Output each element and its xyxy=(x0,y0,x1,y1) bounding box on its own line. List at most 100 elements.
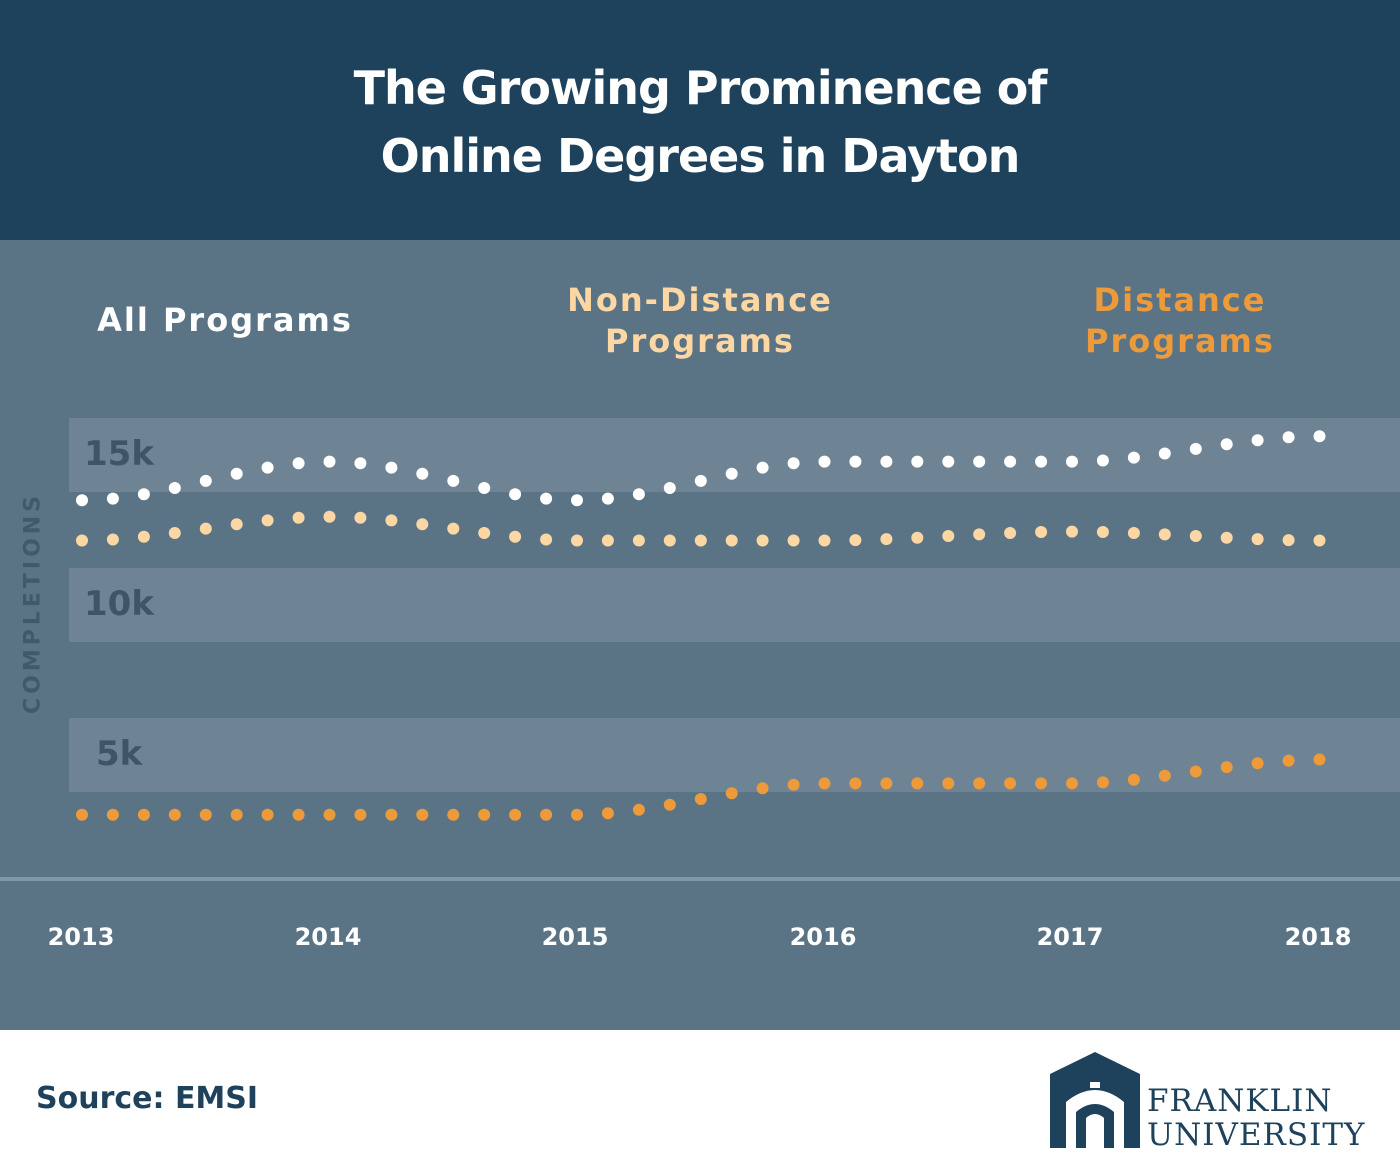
dot-distance-16 xyxy=(571,808,583,821)
dot-distance-37 xyxy=(1220,761,1233,774)
dot-non-distance-25 xyxy=(849,534,862,547)
dot-non-distance-39 xyxy=(1282,534,1295,547)
header-banner: The Growing Prominence of Online Degrees… xyxy=(0,0,1400,240)
dot-non-distance-37 xyxy=(1220,531,1233,544)
dot-distance-33 xyxy=(1096,776,1109,789)
dot-distance-39 xyxy=(1282,754,1295,767)
legend-all-programs: All Programs xyxy=(70,300,380,341)
dot-non-distance-33 xyxy=(1096,526,1109,538)
legend-non-distance: Non-Distance Programs xyxy=(540,280,860,362)
dot-non-distance-14 xyxy=(509,530,522,543)
dot-non-distance-8 xyxy=(323,510,336,523)
dot-all-programs-23 xyxy=(787,457,800,470)
dot-distance-15 xyxy=(540,808,553,821)
logo-text-line-1: FRANKLIN xyxy=(1147,1083,1333,1119)
y-tick-label-15k: 15k xyxy=(84,434,154,474)
dot-all-programs-18 xyxy=(632,488,645,501)
dot-distance-32 xyxy=(1066,777,1078,790)
dot-non-distance-29 xyxy=(973,528,986,541)
dot-all-programs-25 xyxy=(849,455,862,468)
dot-all-programs-0 xyxy=(76,494,88,507)
dot-all-programs-2 xyxy=(137,488,150,501)
dot-all-programs-31 xyxy=(1035,455,1048,468)
x-tick-label-2013: 2013 xyxy=(47,923,115,951)
dot-distance-0 xyxy=(76,808,88,821)
dot-all-programs-28 xyxy=(942,455,955,468)
footer xyxy=(0,1030,1400,1169)
dot-distance-28 xyxy=(942,777,955,790)
dot-non-distance-20 xyxy=(694,534,707,547)
dot-distance-10 xyxy=(385,808,398,821)
dot-non-distance-36 xyxy=(1189,530,1202,542)
x-tick-label-2018: 2018 xyxy=(1284,923,1352,951)
dot-non-distance-27 xyxy=(911,531,924,544)
dot-non-distance-16 xyxy=(571,534,583,547)
franklin-university-wordmark: FRANKLIN UNIVERSITY xyxy=(1147,1084,1365,1152)
dot-distance-7 xyxy=(292,808,305,821)
dot-non-distance-31 xyxy=(1035,526,1048,538)
dot-all-programs-40 xyxy=(1313,430,1326,443)
dot-non-distance-11 xyxy=(416,518,429,531)
dot-non-distance-40 xyxy=(1313,534,1326,547)
dot-all-programs-5 xyxy=(230,467,243,480)
title-line-1: The Growing Prominence of xyxy=(353,61,1048,115)
dot-non-distance-21 xyxy=(725,534,738,547)
dot-non-distance-32 xyxy=(1066,525,1078,538)
dot-non-distance-23 xyxy=(787,534,800,547)
dot-all-programs-3 xyxy=(168,482,181,494)
dot-all-programs-1 xyxy=(106,492,119,505)
dot-non-distance-0 xyxy=(76,534,88,547)
dot-all-programs-6 xyxy=(261,461,274,474)
grid-band-10k xyxy=(69,568,1400,642)
dot-non-distance-18 xyxy=(632,534,645,547)
dot-distance-3 xyxy=(168,808,181,821)
y-tick-label-10k: 10k xyxy=(84,584,154,624)
dot-distance-36 xyxy=(1189,765,1202,778)
dot-distance-31 xyxy=(1035,777,1048,790)
dot-non-distance-2 xyxy=(137,530,150,543)
grid-band-15k xyxy=(69,418,1400,492)
dot-non-distance-24 xyxy=(818,534,831,547)
dot-all-programs-30 xyxy=(1004,455,1017,468)
dot-non-distance-38 xyxy=(1251,533,1264,546)
dot-distance-6 xyxy=(261,808,274,821)
dot-all-programs-27 xyxy=(911,455,924,468)
logo-text-line-2: UNIVERSITY xyxy=(1147,1117,1366,1153)
dot-non-distance-5 xyxy=(230,518,243,531)
dot-all-programs-4 xyxy=(199,474,212,487)
dot-distance-1 xyxy=(106,808,119,821)
legend-distance: Distance Programs xyxy=(1040,280,1320,362)
dot-non-distance-12 xyxy=(447,522,460,535)
dot-all-programs-20 xyxy=(694,474,707,487)
dot-all-programs-34 xyxy=(1127,451,1140,464)
dot-all-programs-21 xyxy=(725,467,738,480)
y-tick-label-5k: 5k xyxy=(96,734,143,774)
dot-distance-2 xyxy=(137,808,150,821)
dot-non-distance-9 xyxy=(354,511,367,524)
dot-all-programs-22 xyxy=(756,461,769,474)
x-tick-label-2014: 2014 xyxy=(294,923,362,951)
dot-distance-25 xyxy=(849,777,862,790)
dot-non-distance-34 xyxy=(1127,527,1140,539)
x-tick-label-2015: 2015 xyxy=(541,923,609,951)
legend-non-distance-line-2: Programs xyxy=(605,322,795,360)
dot-distance-20 xyxy=(694,793,707,805)
chart-title: The Growing Prominence of Online Degrees… xyxy=(0,54,1400,190)
dot-distance-26 xyxy=(880,777,893,790)
dot-distance-21 xyxy=(725,787,738,800)
dot-distance-27 xyxy=(911,777,924,790)
dot-distance-29 xyxy=(973,777,986,790)
dot-non-distance-22 xyxy=(756,534,769,547)
dot-distance-14 xyxy=(509,808,522,821)
dot-distance-19 xyxy=(663,798,676,811)
dot-non-distance-28 xyxy=(942,530,955,542)
dot-distance-18 xyxy=(632,803,645,816)
dot-all-programs-8 xyxy=(323,455,336,468)
dot-non-distance-30 xyxy=(1004,527,1017,539)
dot-all-programs-33 xyxy=(1096,454,1109,467)
dot-distance-4 xyxy=(199,808,212,821)
dot-non-distance-4 xyxy=(199,522,212,535)
dot-all-programs-17 xyxy=(601,492,614,505)
dot-distance-11 xyxy=(416,808,429,821)
